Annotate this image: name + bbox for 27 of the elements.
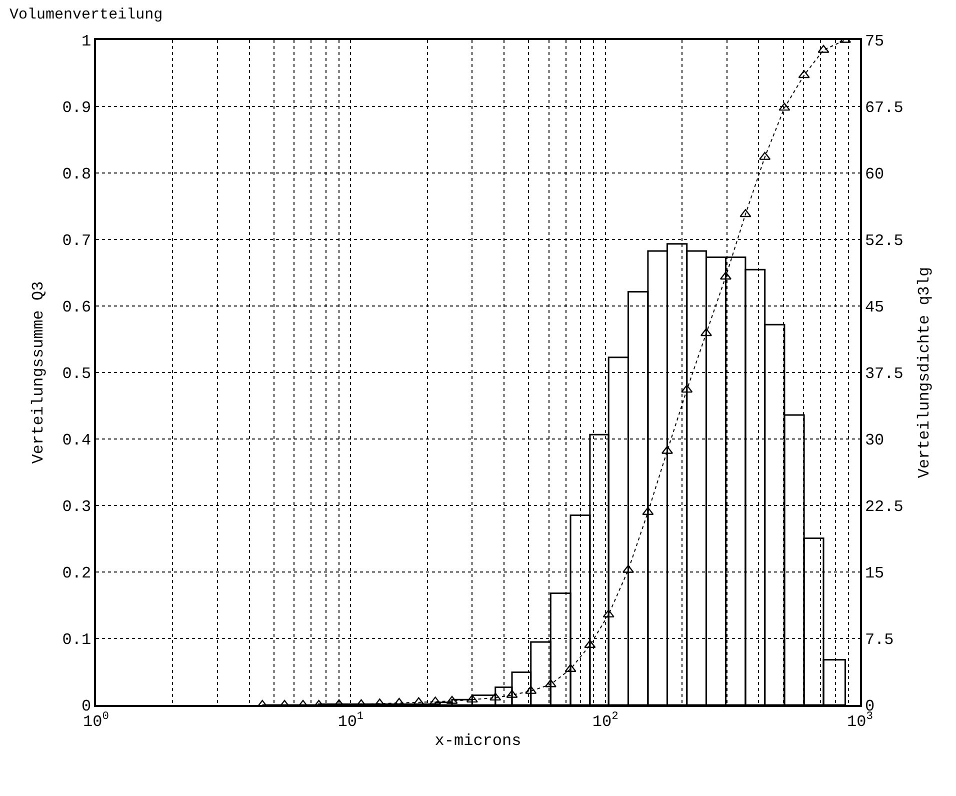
- y2-tick-label: 22.5: [864, 498, 904, 516]
- y2-axis-title: Verteilungsdichte q3lg: [916, 266, 934, 478]
- y-axis-title: Verteilungssumme Q3: [30, 281, 48, 464]
- y2-tick-label: 67.5: [864, 99, 904, 118]
- y2-tick-label: 15: [864, 564, 884, 583]
- y-tick-label: 0.7: [62, 232, 92, 250]
- x-tick-label: 10$^{1}$: [338, 711, 364, 731]
- y2-tick-label: 60: [864, 166, 884, 184]
- y-tick-label: 0.6: [62, 298, 92, 317]
- y2-tick-label: 7.5: [864, 631, 894, 650]
- x-tick-label: 10$^{2}$: [592, 711, 618, 731]
- y-tick-label: 1: [81, 32, 92, 51]
- y2-tick-label: 75: [864, 32, 884, 51]
- y2-tick-label: 37.5: [864, 365, 904, 384]
- chart-title: Volumenverteilung: [10, 6, 163, 24]
- y-tick-label: 0.2: [62, 564, 92, 583]
- y2-tick-label: 45: [864, 298, 884, 317]
- y-tick-label: 0.9: [62, 99, 92, 118]
- y-tick-label: 0.4: [62, 432, 92, 450]
- x-axis-title: x-microns: [434, 732, 522, 750]
- y-tick-label: 0.3: [62, 498, 92, 516]
- y2-tick-label: 30: [864, 432, 884, 450]
- y-tick-label: 0.1: [62, 631, 92, 650]
- x-tick-label: 10$^{3}$: [847, 711, 873, 731]
- y-tick-label: 0.8: [62, 166, 92, 184]
- y2-tick-label: 52.5: [864, 232, 904, 250]
- y-tick-label: 0.5: [62, 365, 92, 384]
